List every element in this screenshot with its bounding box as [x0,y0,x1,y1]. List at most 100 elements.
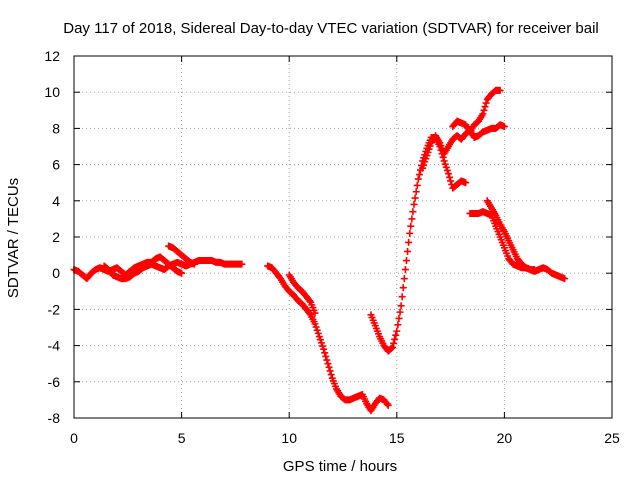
data-point [410,200,418,208]
data-point [384,401,392,409]
data-point [421,158,429,166]
data-point [394,321,402,329]
data-point [313,326,321,334]
data-point [407,222,415,230]
y-tick-label: -6 [48,374,61,390]
data-point [405,238,413,246]
data-point [419,164,427,172]
data-point [383,400,391,408]
data-point [396,308,404,316]
y-tick-label: 2 [52,229,60,245]
data-point [480,106,488,114]
data-point [500,123,508,131]
y-tick-label: 6 [52,157,60,173]
data-point [317,339,325,347]
data-point [446,173,454,181]
grid-lines [74,56,612,418]
data-point [322,352,330,360]
data-point [397,302,405,310]
y-tick-label: -2 [48,301,61,317]
data-point [444,170,452,178]
data-point [412,188,420,196]
data-point [400,275,408,283]
data-point [399,284,407,292]
data-point [393,327,401,335]
data-point [178,269,186,277]
data-point [326,367,334,375]
x-tick-label: 5 [178,430,186,446]
data-point [315,333,323,341]
data-point [306,297,314,305]
data-point [395,314,403,322]
data-point [311,309,319,317]
data-point [388,343,396,351]
data-point [402,257,410,265]
y-tick-label: 0 [52,265,60,281]
x-tick-label: 25 [604,430,620,446]
data-point [238,260,246,268]
data-point [311,320,319,328]
data-point [398,293,406,301]
data-point [312,323,320,331]
x-tick-label: 15 [389,430,405,446]
data-point [424,148,432,156]
data-point [409,208,417,216]
data-point [479,110,487,118]
data-point [462,179,470,187]
data-point [440,157,448,165]
data-point [327,371,335,379]
plot-frame [73,55,613,419]
data-point [482,99,490,107]
data-point [320,345,328,353]
data-point [319,342,327,350]
data-point [391,335,399,343]
data-point [414,175,422,183]
data-point [420,161,428,169]
y-tick-label: 10 [44,84,60,100]
y-tick-label: 4 [52,193,60,209]
data-point [447,177,455,185]
x-axis-title: GPS time / hours [283,458,397,475]
data-point [561,275,569,283]
data-point [390,339,398,347]
y-tick-label: -8 [48,410,61,426]
data-point [325,363,333,371]
data-point [422,155,430,163]
data-point [387,344,395,352]
y-tick-label: 12 [44,48,60,64]
data-point [406,229,414,237]
x-tick-label: 0 [70,430,78,446]
data-point [323,356,331,364]
data-point [443,166,451,174]
data-point [392,331,400,339]
axis-ticks: 0 5 10 15 20 25 -8 -6 -4 -2 0 2 4 6 8 10 12 [44,48,620,446]
data-point [439,153,447,161]
data-point [316,336,324,344]
data-point [401,266,409,274]
x-tick-label: 10 [281,430,297,446]
data-point [415,171,423,179]
x-tick-label: 20 [497,430,513,446]
data-point [321,349,329,357]
data-point [314,329,322,337]
data-point [413,181,421,189]
chart-title: Day 117 of 2018, Sidereal Day-to-day VTE… [63,20,599,37]
data-point [423,152,431,160]
y-tick-label: 8 [52,120,60,136]
data-point [441,160,449,168]
data-point [411,194,419,202]
data-point [404,247,412,255]
data-point [496,86,504,94]
data-points [70,86,569,415]
data-point [425,145,433,153]
y-axis-title: SDTVAR / TECUs [5,178,22,298]
data-point [426,142,434,150]
data-point [442,163,450,171]
data-point [408,215,416,223]
data-point [481,103,489,111]
y-tick-label: -4 [48,338,61,354]
data-point [324,360,332,368]
data-point [191,260,199,268]
